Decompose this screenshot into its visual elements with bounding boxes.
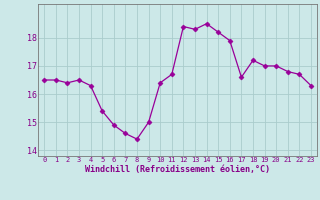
X-axis label: Windchill (Refroidissement éolien,°C): Windchill (Refroidissement éolien,°C) (85, 165, 270, 174)
